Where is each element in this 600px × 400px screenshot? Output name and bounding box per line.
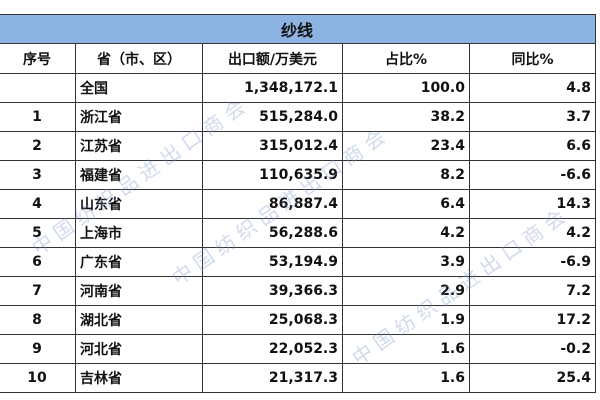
column-header: 省（市、区） xyxy=(75,43,203,74)
yoy-cell: -0.2 xyxy=(469,334,596,364)
column-header: 序号 xyxy=(0,43,76,74)
export-value-cell: 515,284.0 xyxy=(202,102,343,132)
header-row: 序号 省（市、区） 出口额/万美元 占比% 同比% xyxy=(0,43,596,74)
share-cell: 1.6 xyxy=(342,334,470,364)
table-row: 4 山东省 86,887.4 6.4 14.3 xyxy=(0,189,596,219)
export-value-cell: 1,348,172.1 xyxy=(202,73,343,103)
region-cell: 江苏省 xyxy=(75,131,203,161)
yoy-cell: 25.4 xyxy=(469,363,596,393)
table-row: 6 广东省 53,194.9 3.9 -6.9 xyxy=(0,247,596,277)
region-cell: 河南省 xyxy=(75,276,203,306)
table-row: 5 上海市 56,288.6 4.2 4.2 xyxy=(0,218,596,248)
yoy-cell: -6.9 xyxy=(469,247,596,277)
yoy-cell: 4.2 xyxy=(469,218,596,248)
table-row: 10 吉林省 21,317.3 1.6 25.4 xyxy=(0,363,596,393)
region-cell: 湖北省 xyxy=(75,305,203,335)
share-cell: 8.2 xyxy=(342,160,470,190)
yarn-export-table: 纱线 序号 省（市、区） 出口额/万美元 占比% 同比% 全国 1,348,172.1 10… xyxy=(0,14,596,393)
yoy-cell: 17.2 xyxy=(469,305,596,335)
rank-cell: 6 xyxy=(0,247,76,277)
share-cell: 3.9 xyxy=(342,247,470,277)
export-value-cell: 39,366.3 xyxy=(202,276,343,306)
region-cell: 上海市 xyxy=(75,218,203,248)
yoy-cell: 14.3 xyxy=(469,189,596,219)
rank-cell: 4 xyxy=(0,189,76,219)
yoy-cell: 4.8 xyxy=(469,73,596,103)
region-cell: 河北省 xyxy=(75,334,203,364)
yoy-cell: -6.6 xyxy=(469,160,596,190)
table-row: 2 江苏省 315,012.4 23.4 6.6 xyxy=(0,131,596,161)
share-cell: 100.0 xyxy=(342,73,470,103)
share-cell: 2.9 xyxy=(342,276,470,306)
table-title: 纱线 xyxy=(0,14,596,44)
region-cell: 福建省 xyxy=(75,160,203,190)
table-row: 1 浙江省 515,284.0 38.2 3.7 xyxy=(0,102,596,132)
yoy-cell: 3.7 xyxy=(469,102,596,132)
table-row: 9 河北省 22,052.3 1.6 -0.2 xyxy=(0,334,596,364)
table-row: 8 湖北省 25,068.3 1.9 17.2 xyxy=(0,305,596,335)
column-header: 出口额/万美元 xyxy=(202,43,343,74)
export-value-cell: 21,317.3 xyxy=(202,363,343,393)
export-value-cell: 25,068.3 xyxy=(202,305,343,335)
yoy-cell: 6.6 xyxy=(469,131,596,161)
region-cell: 广东省 xyxy=(75,247,203,277)
region-cell: 山东省 xyxy=(75,189,203,219)
column-header: 同比% xyxy=(469,43,596,74)
rank-cell xyxy=(0,73,76,103)
share-cell: 23.4 xyxy=(342,131,470,161)
table-row: 3 福建省 110,635.9 8.2 -6.6 xyxy=(0,160,596,190)
rank-cell: 5 xyxy=(0,218,76,248)
title-row: 纱线 xyxy=(0,14,596,44)
rank-cell: 7 xyxy=(0,276,76,306)
export-value-cell: 110,635.9 xyxy=(202,160,343,190)
export-value-cell: 56,288.6 xyxy=(202,218,343,248)
yoy-cell: 7.2 xyxy=(469,276,596,306)
region-cell: 浙江省 xyxy=(75,102,203,132)
table-row: 全国 1,348,172.1 100.0 4.8 xyxy=(0,73,596,103)
rank-cell: 3 xyxy=(0,160,76,190)
rank-cell: 9 xyxy=(0,334,76,364)
export-value-cell: 53,194.9 xyxy=(202,247,343,277)
region-cell: 全国 xyxy=(75,73,203,103)
export-value-cell: 22,052.3 xyxy=(202,334,343,364)
share-cell: 38.2 xyxy=(342,102,470,132)
region-cell: 吉林省 xyxy=(75,363,203,393)
column-header: 占比% xyxy=(342,43,470,74)
rank-cell: 8 xyxy=(0,305,76,335)
share-cell: 1.6 xyxy=(342,363,470,393)
rank-cell: 2 xyxy=(0,131,76,161)
table-row: 7 河南省 39,366.3 2.9 7.2 xyxy=(0,276,596,306)
share-cell: 6.4 xyxy=(342,189,470,219)
share-cell: 4.2 xyxy=(342,218,470,248)
rank-cell: 10 xyxy=(0,363,76,393)
export-value-cell: 315,012.4 xyxy=(202,131,343,161)
export-value-cell: 86,887.4 xyxy=(202,189,343,219)
rank-cell: 1 xyxy=(0,102,76,132)
share-cell: 1.9 xyxy=(342,305,470,335)
